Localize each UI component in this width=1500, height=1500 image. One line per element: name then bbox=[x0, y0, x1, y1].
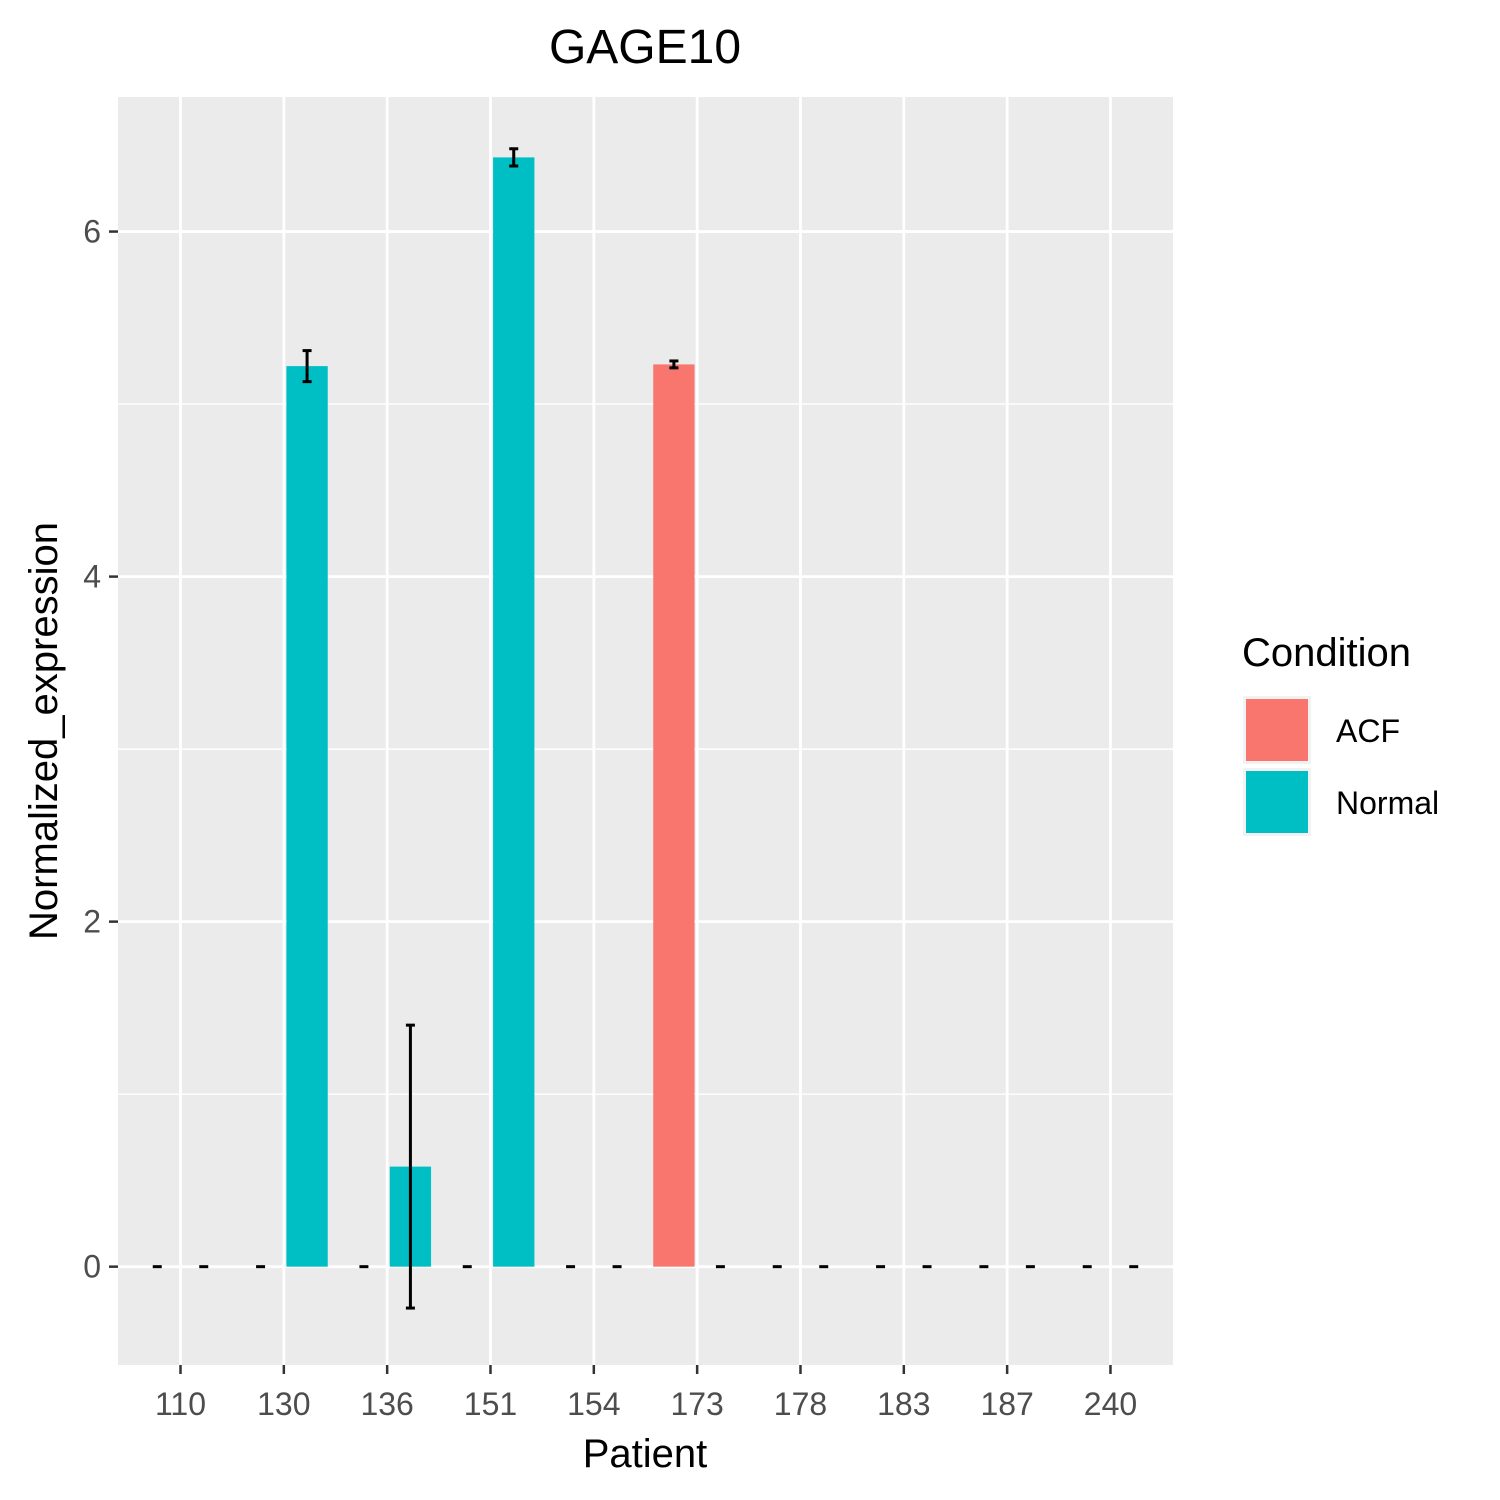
error-bar-normal-136 bbox=[405, 1023, 415, 1310]
y-tick-label: 6 bbox=[83, 214, 101, 250]
bar-normal-151 bbox=[493, 157, 535, 1267]
legend: Condition ACF Normal bbox=[1242, 631, 1439, 836]
plot-panel bbox=[118, 97, 1173, 1365]
y-axis-title: Normalized_expression bbox=[22, 522, 66, 940]
bar-acf-173 bbox=[653, 364, 695, 1267]
major-gridlines bbox=[118, 97, 1173, 1365]
legend-key-acf bbox=[1246, 699, 1308, 761]
x-tick-label: 187 bbox=[980, 1386, 1033, 1422]
x-axis: 110 130 136 151 154 173 178 183 187 240 bbox=[155, 1365, 1137, 1422]
y-tick-label: 2 bbox=[83, 904, 101, 940]
y-tick-label: 0 bbox=[83, 1249, 101, 1285]
chart-title: GAGE10 bbox=[549, 21, 741, 74]
legend-key-normal bbox=[1246, 771, 1308, 833]
x-tick-label: 183 bbox=[877, 1386, 930, 1422]
error-bar-normal-151 bbox=[509, 147, 519, 168]
legend-label-normal: Normal bbox=[1336, 785, 1439, 821]
legend-title: Condition bbox=[1242, 631, 1411, 675]
error-bar-acf-173 bbox=[669, 359, 679, 370]
error-bar-normal-130 bbox=[302, 349, 312, 384]
x-tick-label: 110 bbox=[155, 1386, 206, 1422]
x-tick-label: 173 bbox=[670, 1386, 723, 1422]
bar-normal-130 bbox=[286, 366, 328, 1267]
y-tick-label: 4 bbox=[83, 559, 101, 595]
y-axis: 0 2 4 6 bbox=[83, 214, 118, 1285]
error-bars bbox=[152, 147, 1139, 1310]
x-tick-label: 151 bbox=[464, 1386, 517, 1422]
legend-label-acf: ACF bbox=[1336, 713, 1400, 749]
x-tick-label: 136 bbox=[360, 1386, 413, 1422]
x-tick-label: 154 bbox=[567, 1386, 620, 1422]
x-tick-label: 178 bbox=[774, 1386, 827, 1422]
x-tick-label: 240 bbox=[1084, 1386, 1137, 1422]
x-axis-title: Patient bbox=[583, 1432, 708, 1476]
x-tick-label: 130 bbox=[257, 1386, 310, 1422]
bars bbox=[286, 157, 695, 1267]
